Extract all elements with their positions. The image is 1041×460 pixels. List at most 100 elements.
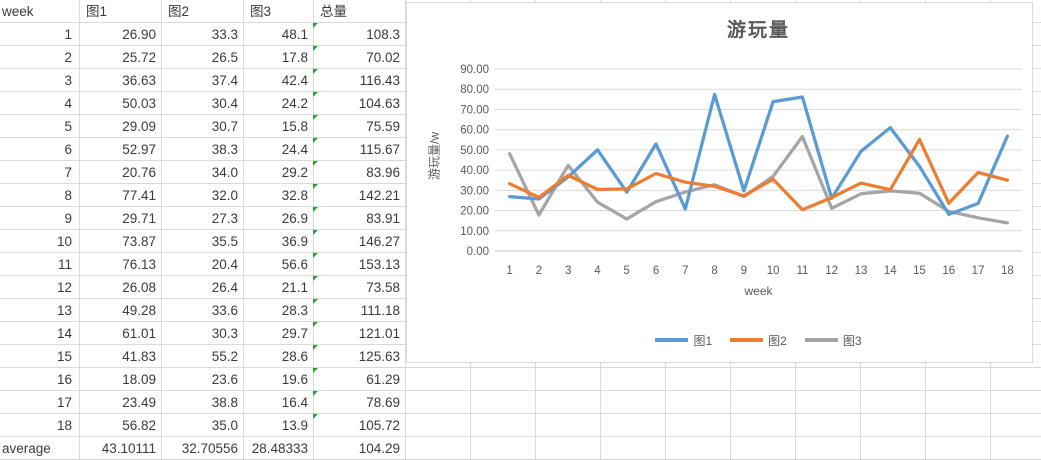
table-cell[interactable]: 30.4: [211, 96, 238, 111]
table-cell[interactable]: 28.3: [281, 303, 308, 318]
column-header-cell[interactable]: week: [2, 4, 34, 19]
table-cell[interactable]: 73.58: [313, 276, 405, 299]
table-cell[interactable]: 55.2: [211, 349, 238, 364]
footer-cell[interactable]: 32.70556: [181, 441, 238, 456]
table-cell[interactable]: 24.2: [281, 96, 308, 111]
table-cell[interactable]: 49.28: [122, 303, 156, 318]
table-cell[interactable]: 38.8: [211, 395, 238, 410]
table-cell[interactable]: 36.63: [122, 73, 156, 88]
table-cell[interactable]: 30.3: [211, 326, 238, 341]
table-cell[interactable]: 12: [56, 280, 72, 295]
table-cell[interactable]: 142.21: [313, 184, 405, 207]
table-cell[interactable]: 6: [64, 142, 72, 157]
table-cell[interactable]: 32.8: [281, 188, 308, 203]
footer-cell[interactable]: 104.29: [358, 441, 400, 456]
table-cell[interactable]: 24.4: [281, 142, 308, 157]
chart-object[interactable]: 0.00 10.00 20.00 30.00 40.00 50.00 60.00 70.00 8…: [406, 2, 1033, 363]
footer-cell[interactable]: average: [2, 441, 51, 456]
table-cell[interactable]: 4: [64, 96, 72, 111]
table-cell[interactable]: 26.5: [211, 50, 238, 65]
table-cell[interactable]: 78.69: [313, 391, 405, 414]
table-cell[interactable]: 116.43: [313, 69, 405, 92]
table-cell[interactable]: 125.63: [313, 345, 405, 368]
table-cell[interactable]: 13: [56, 303, 72, 318]
table-cell[interactable]: 23.6: [211, 372, 238, 387]
table-cell[interactable]: 33.3: [211, 27, 238, 42]
table-cell[interactable]: 29.7: [281, 326, 308, 341]
table-cell[interactable]: 27.3: [211, 211, 238, 226]
table-cell[interactable]: 14: [56, 326, 72, 341]
table-cell[interactable]: 21.1: [281, 280, 308, 295]
column-header-cell[interactable]: 总量: [320, 4, 347, 19]
legend-item-1[interactable]: 图1: [655, 332, 712, 349]
table-cell[interactable]: 19.6: [281, 372, 308, 387]
table-cell[interactable]: 37.4: [211, 73, 238, 88]
table-cell[interactable]: 75.59: [313, 115, 405, 138]
column-header-cell[interactable]: 图2: [168, 4, 190, 19]
table-cell[interactable]: 18.09: [122, 372, 156, 387]
table-cell[interactable]: 18: [56, 418, 72, 433]
table-cell[interactable]: 41.83: [122, 349, 156, 364]
table-cell[interactable]: 34.0: [211, 165, 238, 180]
table-cell[interactable]: 76.13: [122, 257, 156, 272]
table-cell[interactable]: 52.97: [122, 142, 156, 157]
legend-item-2[interactable]: 图2: [730, 332, 787, 349]
table-cell[interactable]: 121.01: [313, 322, 405, 345]
table-cell[interactable]: 26.08: [122, 280, 156, 295]
table-cell[interactable]: 146.27: [313, 230, 405, 253]
table-cell[interactable]: 48.1: [281, 27, 308, 42]
footer-cell[interactable]: 43.10111: [101, 441, 156, 456]
table-cell[interactable]: 35.5: [211, 234, 238, 249]
table-cell[interactable]: 83.96: [313, 161, 405, 184]
table-cell[interactable]: 26.90: [122, 27, 156, 42]
table-cell[interactable]: 9: [64, 211, 72, 226]
table-cell[interactable]: 153.13: [313, 253, 405, 276]
table-cell[interactable]: 16: [56, 372, 72, 387]
table-cell[interactable]: 61.29: [313, 368, 405, 391]
table-cell[interactable]: 17: [56, 395, 72, 410]
legend-item-3[interactable]: 图3: [804, 332, 862, 349]
table-cell[interactable]: 8: [64, 188, 72, 203]
column-header-cell[interactable]: 图1: [86, 4, 108, 19]
table-cell[interactable]: 2: [64, 50, 72, 65]
table-cell[interactable]: 23.49: [122, 395, 156, 410]
table-cell[interactable]: 56.6: [281, 257, 308, 272]
table-cell[interactable]: 33.6: [211, 303, 238, 318]
table-cell[interactable]: 28.6: [281, 349, 308, 364]
table-cell[interactable]: 36.9: [281, 234, 308, 249]
table-cell[interactable]: 56.82: [122, 418, 156, 433]
table-cell[interactable]: 15: [56, 349, 72, 364]
table-cell[interactable]: 26.4: [211, 280, 238, 295]
table-cell[interactable]: 70.02: [313, 46, 405, 69]
footer-cell[interactable]: 28.48333: [251, 441, 308, 456]
table-cell[interactable]: 29.2: [281, 165, 308, 180]
table-cell[interactable]: 61.01: [122, 326, 156, 341]
table-cell[interactable]: 42.4: [281, 73, 308, 88]
table-cell[interactable]: 30.7: [211, 119, 238, 134]
table-cell[interactable]: 32.0: [211, 188, 238, 203]
table-cell[interactable]: 83.91: [313, 207, 405, 230]
table-cell[interactable]: 50.03: [122, 96, 156, 111]
table-cell[interactable]: 7: [64, 165, 72, 180]
table-cell[interactable]: 108.3: [313, 23, 405, 46]
table-cell[interactable]: 111.18: [313, 299, 405, 322]
table-cell[interactable]: 104.63: [313, 92, 405, 115]
table-cell[interactable]: 17.8: [281, 50, 308, 65]
table-cell[interactable]: 10: [56, 234, 72, 249]
table-cell[interactable]: 105.72: [313, 414, 405, 437]
table-cell[interactable]: 16.4: [281, 395, 308, 410]
table-cell[interactable]: 3: [64, 73, 72, 88]
table-cell[interactable]: 13.9: [281, 418, 308, 433]
table-cell[interactable]: 15.8: [281, 119, 308, 134]
table-cell[interactable]: 29.71: [122, 211, 156, 226]
table-cell[interactable]: 25.72: [122, 50, 156, 65]
table-cell[interactable]: 29.09: [122, 119, 156, 134]
series-line-2[interactable]: [507, 137, 1010, 212]
table-cell[interactable]: 38.3: [211, 142, 238, 157]
table-cell[interactable]: 73.87: [122, 234, 156, 249]
table-cell[interactable]: 20.76: [122, 165, 156, 180]
table-cell[interactable]: 77.41: [122, 188, 156, 203]
column-header-cell[interactable]: 图3: [250, 4, 272, 19]
table-cell[interactable]: 1: [64, 27, 72, 42]
table-cell[interactable]: 5: [64, 119, 72, 134]
